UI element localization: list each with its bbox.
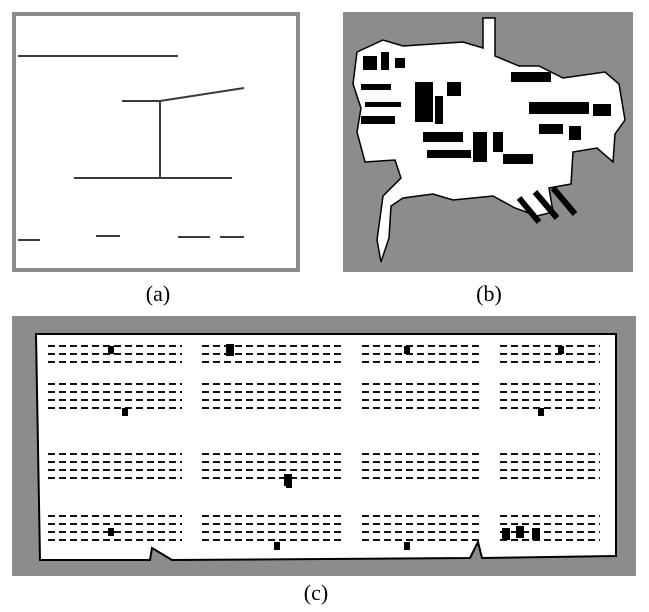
pillar <box>274 542 280 550</box>
map-c <box>12 316 636 576</box>
pillar <box>404 542 410 550</box>
map-a <box>12 12 300 272</box>
panel-c <box>12 316 636 576</box>
pillar <box>538 408 544 416</box>
panel-a <box>12 12 300 272</box>
free-space-region <box>352 17 626 263</box>
pillar <box>558 346 564 354</box>
map-b <box>343 12 633 272</box>
pillar <box>122 408 128 416</box>
caption-a: (a) <box>145 281 171 306</box>
obstacle-block <box>532 528 540 540</box>
caption-c: (c) <box>303 580 329 605</box>
obstacle-block <box>284 474 292 486</box>
obstacle-block <box>226 344 234 356</box>
warehouse-floor <box>34 333 617 562</box>
caption-b: (b) <box>476 281 502 306</box>
pillar <box>108 346 114 354</box>
obstacle-block <box>516 526 524 538</box>
pillar <box>404 346 410 354</box>
panel-b <box>343 12 633 272</box>
obstacle-block <box>502 528 510 540</box>
pillar <box>108 528 114 536</box>
wall-segment <box>159 87 245 102</box>
